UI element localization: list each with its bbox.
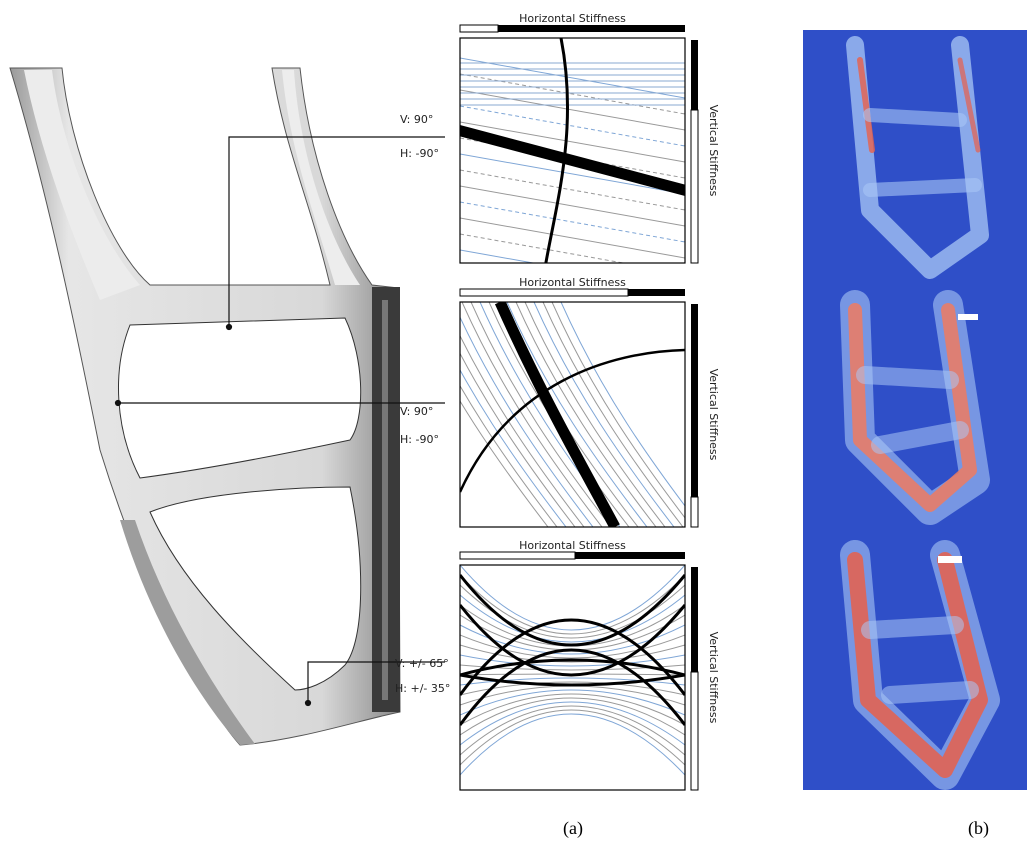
fiber: [460, 233, 626, 263]
simulation-panel: [803, 30, 1027, 790]
leader: [307, 661, 445, 703]
detail-panel: Horizontal Stiffness Vertical Stiffness: [459, 539, 720, 791]
fiber: [460, 169, 685, 211]
v-bar-black: [691, 567, 698, 672]
h-bar-white: [459, 24, 499, 33]
fiber: [524, 302, 666, 527]
thick-curve: [460, 648, 685, 726]
panel-bg: [460, 565, 685, 790]
fiber: [460, 654, 685, 667]
fiber: [460, 677, 685, 686]
thick-curve: [460, 604, 685, 677]
fiber: [460, 400, 549, 527]
fiber: [551, 302, 685, 519]
annotation-h: H: -90°: [400, 433, 439, 446]
thick-curve: [460, 658, 685, 677]
v-bar-white: [690, 671, 699, 791]
fiber: [460, 185, 685, 227]
panel-bg: [460, 38, 685, 263]
fiber: [460, 201, 685, 243]
fiber: [460, 634, 685, 659]
pattern: [460, 38, 685, 263]
v-label: Vertical Stiffness: [707, 632, 720, 724]
fiber: [460, 217, 685, 259]
fiber: [470, 302, 612, 527]
fiber: [460, 89, 685, 131]
thick-curve: [460, 348, 685, 493]
caption: (b): [968, 818, 989, 839]
panel-frame: [459, 301, 686, 528]
fiber: [460, 565, 685, 631]
panel-bg: [460, 302, 685, 527]
h-bar-black: [575, 552, 685, 559]
fiber: [460, 121, 685, 163]
thick-path: [494, 302, 620, 527]
thick-path: [460, 124, 685, 197]
annotation-h: H: -90°: [400, 147, 439, 160]
fiber: [460, 689, 685, 716]
fiber: [460, 697, 685, 736]
v-bar-black: [691, 304, 698, 497]
fiber: [515, 302, 657, 527]
thick-curve: [460, 673, 685, 687]
fiber: [460, 584, 685, 639]
annotation-v: V: 90°: [400, 113, 433, 126]
v-bar-white: [690, 496, 699, 528]
thick-curve: [460, 618, 685, 696]
fiber: [460, 701, 685, 746]
h-label: Horizontal Stiffness: [519, 539, 626, 552]
fiber: [560, 302, 685, 507]
fiber: [460, 57, 685, 99]
thick-curve: [460, 574, 685, 647]
detail-panel: Horizontal Stiffness Vertical Stiffness: [459, 12, 720, 264]
fiber: [460, 705, 685, 756]
fiber: [460, 644, 685, 663]
fiber: [460, 369, 567, 527]
fiber: [460, 574, 685, 635]
fiber: [460, 624, 685, 655]
v-bar-black: [691, 40, 698, 110]
panel-frame: [459, 37, 686, 264]
thick-curve: [544, 38, 569, 263]
v-label: Vertical Stiffness: [707, 105, 720, 197]
fiber: [460, 681, 685, 696]
structure: [9, 67, 401, 746]
annotation-v: V: +/- 65°: [395, 657, 449, 670]
v-label: Vertical Stiffness: [707, 369, 720, 461]
fiber: [460, 693, 685, 726]
fiber: [506, 302, 648, 527]
annotation-h: H: +/- 35°: [395, 682, 450, 695]
fiber: [460, 316, 594, 527]
fiber: [460, 334, 585, 527]
fiber: [461, 302, 603, 527]
fiber: [460, 105, 685, 147]
panel-frame: [459, 564, 686, 791]
h-bar-white: [459, 551, 576, 560]
fiber: [460, 709, 685, 766]
fiber: [533, 302, 675, 527]
pattern: [460, 565, 685, 790]
h-label: Horizontal Stiffness: [519, 12, 626, 25]
fiber: [460, 713, 685, 776]
fiber: [460, 249, 536, 263]
caption: (a): [563, 818, 583, 839]
fiber: [460, 153, 685, 195]
v-bar-white: [690, 109, 699, 264]
fiber: [460, 384, 558, 527]
h-label: Horizontal Stiffness: [519, 276, 626, 289]
h-bar-black: [628, 289, 685, 296]
h-bar-black: [498, 25, 685, 32]
annotation-v: V: 90°: [400, 405, 433, 418]
fiber: [460, 594, 685, 643]
fiber: [542, 302, 684, 527]
leader: [228, 136, 445, 327]
h-bar-white: [459, 288, 629, 297]
fiber: [460, 352, 576, 527]
pattern: [460, 302, 685, 527]
detail-panel: Horizontal Stiffness Vertical Stiffness: [459, 276, 720, 528]
leaders: [114, 136, 445, 707]
